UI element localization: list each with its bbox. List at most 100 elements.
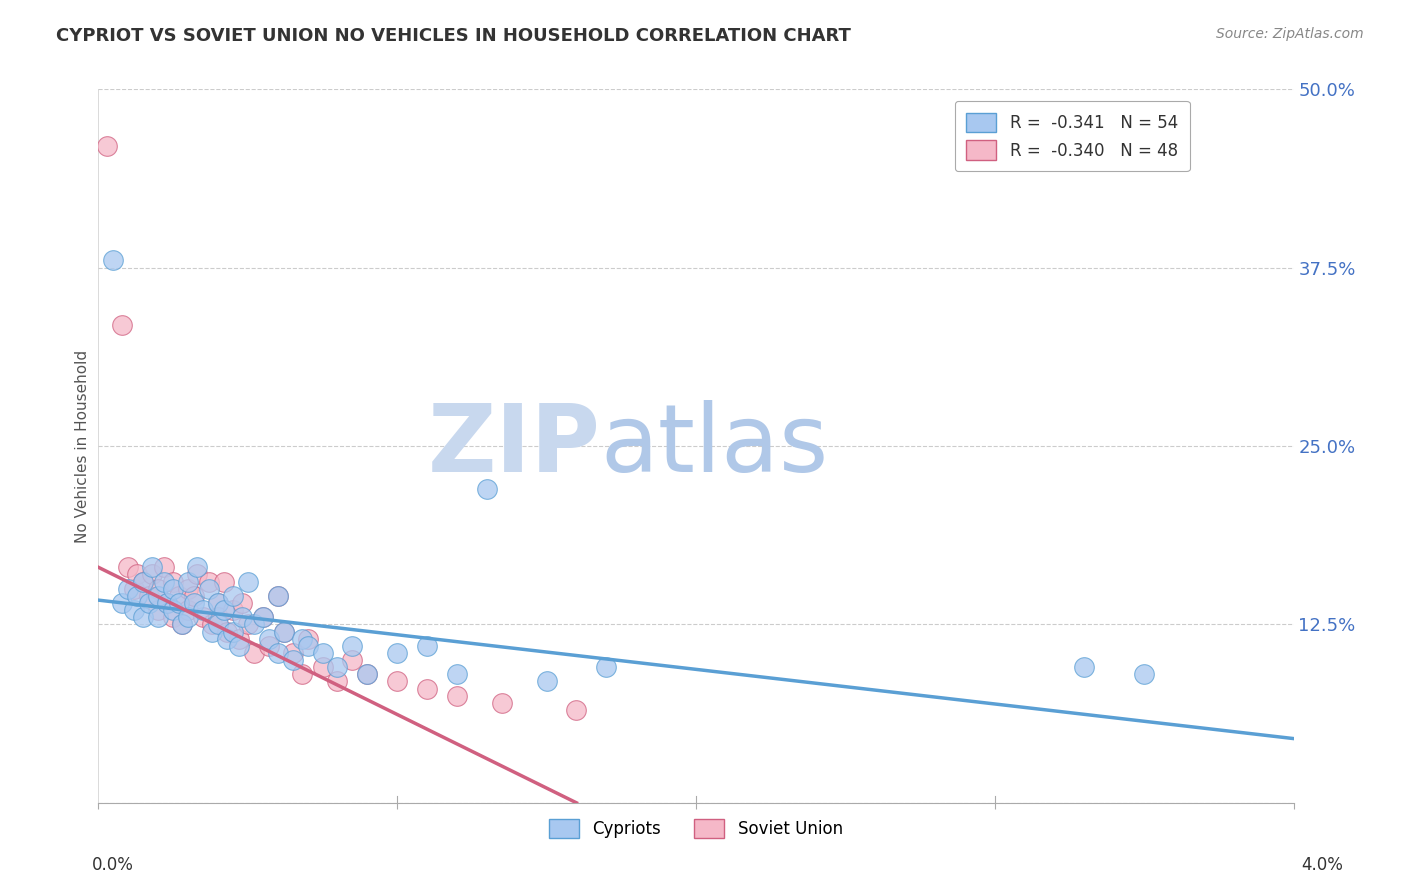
Point bbox=[201, 617, 224, 632]
Point bbox=[236, 617, 259, 632]
Point bbox=[385, 674, 409, 689]
Point bbox=[228, 632, 250, 646]
Point bbox=[191, 603, 214, 617]
Point bbox=[132, 610, 155, 624]
Point bbox=[117, 582, 139, 596]
Point bbox=[207, 596, 229, 610]
Point bbox=[162, 582, 184, 596]
Point bbox=[141, 560, 163, 574]
Point bbox=[291, 667, 314, 681]
Point bbox=[177, 574, 200, 589]
Point bbox=[156, 596, 179, 610]
Point bbox=[153, 574, 176, 589]
Point bbox=[231, 596, 253, 610]
Point bbox=[297, 632, 319, 646]
Point bbox=[491, 696, 513, 710]
Point bbox=[132, 574, 155, 589]
Point bbox=[222, 603, 245, 617]
Y-axis label: No Vehicles in Household: No Vehicles in Household bbox=[75, 350, 90, 542]
Point bbox=[111, 318, 134, 332]
Point bbox=[201, 624, 224, 639]
Point bbox=[281, 646, 304, 660]
Point bbox=[565, 703, 588, 717]
Point bbox=[138, 596, 160, 610]
Point bbox=[243, 646, 266, 660]
Point bbox=[273, 624, 295, 639]
Point bbox=[252, 610, 274, 624]
Text: ZIP: ZIP bbox=[427, 400, 600, 492]
Point bbox=[124, 582, 146, 596]
Point bbox=[273, 624, 295, 639]
Point bbox=[326, 674, 349, 689]
Point bbox=[222, 624, 245, 639]
Point bbox=[186, 567, 208, 582]
Point bbox=[281, 653, 304, 667]
Point bbox=[148, 589, 170, 603]
Point bbox=[252, 610, 274, 624]
Point bbox=[186, 560, 208, 574]
Point bbox=[356, 667, 378, 681]
Point bbox=[207, 610, 229, 624]
Point bbox=[162, 603, 184, 617]
Point bbox=[257, 632, 280, 646]
Point bbox=[138, 589, 160, 603]
Point bbox=[167, 589, 190, 603]
Point bbox=[446, 689, 468, 703]
Point bbox=[172, 617, 194, 632]
Point bbox=[177, 603, 200, 617]
Point bbox=[536, 674, 558, 689]
Point bbox=[191, 610, 214, 624]
Point bbox=[96, 139, 118, 153]
Point bbox=[257, 639, 280, 653]
Point bbox=[267, 646, 290, 660]
Point bbox=[475, 482, 498, 496]
Point bbox=[385, 646, 409, 660]
Point bbox=[177, 582, 200, 596]
Point bbox=[236, 574, 259, 589]
Point bbox=[356, 667, 378, 681]
Point bbox=[267, 589, 290, 603]
Point bbox=[326, 660, 349, 674]
Point bbox=[117, 560, 139, 574]
Point bbox=[162, 574, 184, 589]
Point bbox=[148, 582, 170, 596]
Point bbox=[311, 646, 333, 660]
Point bbox=[416, 639, 439, 653]
Legend: Cypriots, Soviet Union: Cypriots, Soviet Union bbox=[543, 812, 849, 845]
Point bbox=[124, 603, 146, 617]
Point bbox=[162, 610, 184, 624]
Point bbox=[416, 681, 439, 696]
Point bbox=[1133, 667, 1156, 681]
Point bbox=[342, 639, 364, 653]
Point bbox=[127, 567, 149, 582]
Point bbox=[198, 582, 221, 596]
Point bbox=[222, 589, 245, 603]
Point bbox=[156, 596, 179, 610]
Point bbox=[231, 610, 253, 624]
Point bbox=[177, 610, 200, 624]
Point bbox=[183, 589, 205, 603]
Point bbox=[215, 624, 238, 639]
Point bbox=[207, 596, 229, 610]
Point bbox=[148, 603, 170, 617]
Text: 0.0%: 0.0% bbox=[91, 856, 134, 874]
Point bbox=[291, 632, 314, 646]
Point bbox=[267, 589, 290, 603]
Point bbox=[311, 660, 333, 674]
Point bbox=[243, 617, 266, 632]
Point bbox=[103, 253, 125, 268]
Point bbox=[153, 560, 176, 574]
Point bbox=[198, 574, 221, 589]
Point bbox=[342, 653, 364, 667]
Point bbox=[207, 617, 229, 632]
Text: Source: ZipAtlas.com: Source: ZipAtlas.com bbox=[1216, 27, 1364, 41]
Point bbox=[215, 632, 238, 646]
Text: 4.0%: 4.0% bbox=[1301, 856, 1343, 874]
Point bbox=[212, 603, 235, 617]
Text: atlas: atlas bbox=[600, 400, 828, 492]
Point bbox=[183, 596, 205, 610]
Point bbox=[111, 596, 134, 610]
Point bbox=[297, 639, 319, 653]
Point bbox=[141, 567, 163, 582]
Point bbox=[172, 617, 194, 632]
